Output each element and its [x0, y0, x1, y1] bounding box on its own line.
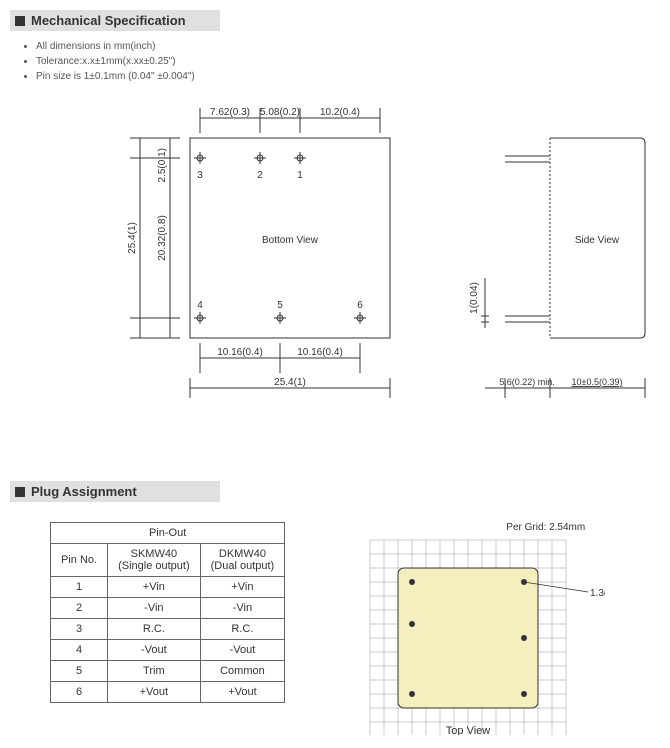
dim-label: 25.4(1) — [274, 377, 306, 388]
mech-drawing-svg: Bottom View 3 2 1 4 5 6 7.62(0.3) 5.08(0… — [10, 98, 660, 418]
dim-label: 1(0.04) — [469, 282, 480, 314]
svg-text:Top View: Top View — [446, 725, 490, 735]
plug-title: Plug Assignment — [31, 484, 137, 499]
mech-spec-header: Mechanical Specification — [10, 10, 220, 31]
dim-label: 2.5(0.1) — [157, 148, 168, 182]
dim-label: 20.32(0.8) — [157, 215, 168, 261]
pin-label: 3 — [197, 170, 203, 181]
mech-drawing: Bottom View 3 2 1 4 5 6 7.62(0.3) 5.08(0… — [10, 98, 660, 421]
table-row: 6+Vout+Vout — [51, 682, 285, 703]
per-grid-label: Per Grid: 2.54mm — [365, 522, 605, 533]
pin-label: 1 — [297, 170, 303, 181]
svg-text:1.3φ ±0.1: 1.3φ ±0.1 — [590, 588, 605, 599]
table-row: 3R.C.R.C. — [51, 619, 285, 640]
table-header-main: Pin-Out — [51, 523, 285, 544]
pin-label: 2 — [257, 170, 263, 181]
grid-svg: 1.3φ ±0.1 Top View — [365, 535, 605, 735]
table-row: 1+Vin+Vin — [51, 577, 285, 598]
mech-spec-title: Mechanical Specification — [31, 13, 186, 28]
header-square-icon — [15, 16, 25, 26]
bottom-view-label: Bottom View — [262, 235, 319, 246]
dim-label: 7.62(0.3) — [210, 107, 250, 118]
dim-label: 10±0.5(0.39) — [572, 377, 623, 387]
dim-label: 5.08(0.2) — [260, 107, 300, 118]
pin-label: 5 — [277, 300, 283, 311]
dim-label: 10.2(0.4) — [320, 107, 360, 118]
pin-markers-bottom — [194, 312, 366, 324]
note-item: Pin size is 1±0.1mm (0.04" ±0.004") — [36, 69, 660, 84]
note-item: Tolerance:x.x±1mm(x.xx±0.25") — [36, 54, 660, 69]
note-item: All dimensions in mm(inch) — [36, 39, 660, 54]
pin-label: 4 — [197, 300, 203, 311]
col-dkmw: DKMW40(Dual output) — [200, 544, 285, 577]
dim-label: 10.16(0.4) — [217, 347, 263, 358]
pin-markers-top — [194, 152, 306, 164]
dim-label: 10.16(0.4) — [297, 347, 343, 358]
table-row: 4-Vout-Vout — [51, 640, 285, 661]
col-pin-no: Pin No. — [51, 544, 108, 577]
table-row: 5TrimCommon — [51, 661, 285, 682]
header-square-icon — [15, 487, 25, 497]
side-view-label: Side View — [575, 235, 620, 246]
pin-label: 6 — [357, 300, 363, 311]
dim-label: 5.6(0.22) min. — [499, 377, 555, 387]
dim-label: 25.4(1) — [127, 222, 138, 254]
pin-grid-diagram: Per Grid: 2.54mm 1.3φ ±0.1 Top View — [365, 522, 605, 738]
notes-list: All dimensions in mm(inch) Tolerance:x.x… — [22, 39, 660, 84]
plug-header: Plug Assignment — [10, 481, 220, 502]
col-skmw: SKMW40(Single output) — [108, 544, 201, 577]
pinout-table: Pin-Out Pin No. SKMW40(Single output) DK… — [50, 522, 285, 703]
table-row: 2-Vin-Vin — [51, 598, 285, 619]
